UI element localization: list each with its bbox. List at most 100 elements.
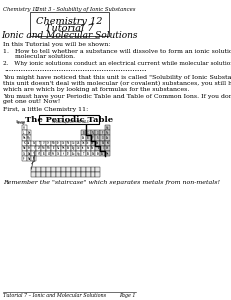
- Bar: [71, 167, 76, 172]
- Text: K: K: [23, 141, 25, 145]
- Bar: [86, 151, 91, 156]
- Text: Xe: Xe: [106, 146, 109, 150]
- Bar: [105, 130, 110, 135]
- Bar: [56, 146, 61, 151]
- Text: Ga: Ga: [82, 141, 85, 145]
- Text: Cl: Cl: [102, 136, 104, 140]
- Text: Pb: Pb: [86, 152, 90, 156]
- Text: Page 1: Page 1: [119, 293, 136, 298]
- Bar: [41, 167, 46, 172]
- Bar: [56, 167, 61, 172]
- Text: Chemistry 12: Chemistry 12: [36, 17, 103, 26]
- Text: He: He: [106, 126, 109, 130]
- Bar: [100, 141, 105, 146]
- Bar: [95, 146, 100, 151]
- Text: Os: Os: [57, 152, 60, 156]
- Bar: [61, 146, 66, 151]
- Bar: [36, 151, 41, 156]
- Bar: [61, 151, 66, 156]
- Text: Nb: Nb: [42, 146, 46, 150]
- Bar: [76, 172, 81, 177]
- Bar: [71, 141, 76, 146]
- Text: Ca: Ca: [27, 141, 31, 145]
- Bar: [27, 146, 31, 151]
- Bar: [41, 151, 46, 156]
- Text: I: I: [102, 146, 103, 150]
- Bar: [66, 167, 71, 172]
- Text: Chemistry 12: Chemistry 12: [3, 7, 39, 12]
- Text: molecular solution.: molecular solution.: [3, 55, 75, 59]
- Bar: [91, 146, 95, 151]
- Bar: [86, 135, 91, 141]
- Bar: [22, 130, 27, 135]
- Text: Cs: Cs: [23, 152, 26, 156]
- Text: Tutorial 7 – Ionic and Molecular Solutions: Tutorial 7 – Ionic and Molecular Solutio…: [3, 293, 106, 298]
- Bar: [46, 151, 51, 156]
- Bar: [27, 151, 31, 156]
- Text: Ti: Ti: [38, 141, 40, 145]
- Text: Br: Br: [101, 141, 104, 145]
- Bar: [71, 151, 76, 156]
- Text: ••••••••••••••••••••••••••••••••••••••••••••••••••••••••••••: ••••••••••••••••••••••••••••••••••••••••…: [5, 68, 147, 73]
- Bar: [81, 146, 86, 151]
- Text: In: In: [82, 146, 84, 150]
- Bar: [76, 146, 81, 151]
- Bar: [51, 146, 56, 151]
- Text: Sc: Sc: [32, 141, 35, 145]
- Bar: [31, 151, 36, 156]
- Text: W: W: [47, 152, 50, 156]
- Text: Te: Te: [97, 146, 99, 150]
- Text: Ar: Ar: [106, 136, 109, 140]
- Text: You might have noticed that this unit is called "Solubility of Ionic Substances": You might have noticed that this unit is…: [3, 76, 231, 80]
- Bar: [31, 146, 36, 151]
- Text: Mg: Mg: [27, 136, 31, 140]
- Text: Be: Be: [27, 131, 31, 135]
- Bar: [86, 167, 91, 172]
- Text: Group: Group: [17, 121, 25, 125]
- Text: H: H: [23, 126, 25, 130]
- Text: First, a little Chemistry 11:: First, a little Chemistry 11:: [3, 107, 88, 112]
- Text: S: S: [97, 136, 99, 140]
- Bar: [22, 156, 27, 161]
- Bar: [51, 141, 56, 146]
- Text: Tl: Tl: [82, 152, 84, 156]
- Bar: [105, 151, 110, 156]
- Bar: [95, 135, 100, 141]
- Text: Se: Se: [96, 141, 100, 145]
- Bar: [27, 135, 31, 141]
- Text: **: **: [33, 157, 35, 161]
- Bar: [22, 151, 27, 156]
- Bar: [81, 151, 86, 156]
- Bar: [100, 146, 105, 151]
- Text: Sn: Sn: [86, 146, 90, 150]
- Bar: [56, 151, 61, 156]
- Text: F: F: [102, 131, 103, 135]
- Text: Rh: Rh: [62, 146, 65, 150]
- Bar: [61, 167, 66, 172]
- Text: Rb: Rb: [22, 146, 26, 150]
- Bar: [105, 135, 110, 141]
- Bar: [76, 167, 81, 172]
- Bar: [95, 141, 100, 146]
- Bar: [27, 130, 31, 135]
- Bar: [61, 141, 66, 146]
- Bar: [61, 172, 66, 177]
- Bar: [86, 146, 91, 151]
- Bar: [31, 172, 36, 177]
- Bar: [22, 141, 27, 146]
- Text: Na: Na: [22, 136, 26, 140]
- Bar: [105, 141, 110, 146]
- Bar: [22, 146, 27, 151]
- Text: Mo: Mo: [47, 146, 51, 150]
- Text: Ni: Ni: [67, 141, 70, 145]
- Text: Ne: Ne: [106, 131, 109, 135]
- Text: The Periodic Table: The Periodic Table: [25, 116, 113, 124]
- Text: Tc: Tc: [52, 146, 55, 150]
- Bar: [66, 141, 71, 146]
- Text: Cu: Cu: [72, 141, 75, 145]
- Bar: [81, 130, 86, 135]
- Text: C: C: [87, 131, 89, 135]
- Bar: [46, 172, 51, 177]
- Text: Unit 3 - Solubility of Ionic Substances: Unit 3 - Solubility of Ionic Substances: [35, 7, 136, 12]
- Bar: [76, 151, 81, 156]
